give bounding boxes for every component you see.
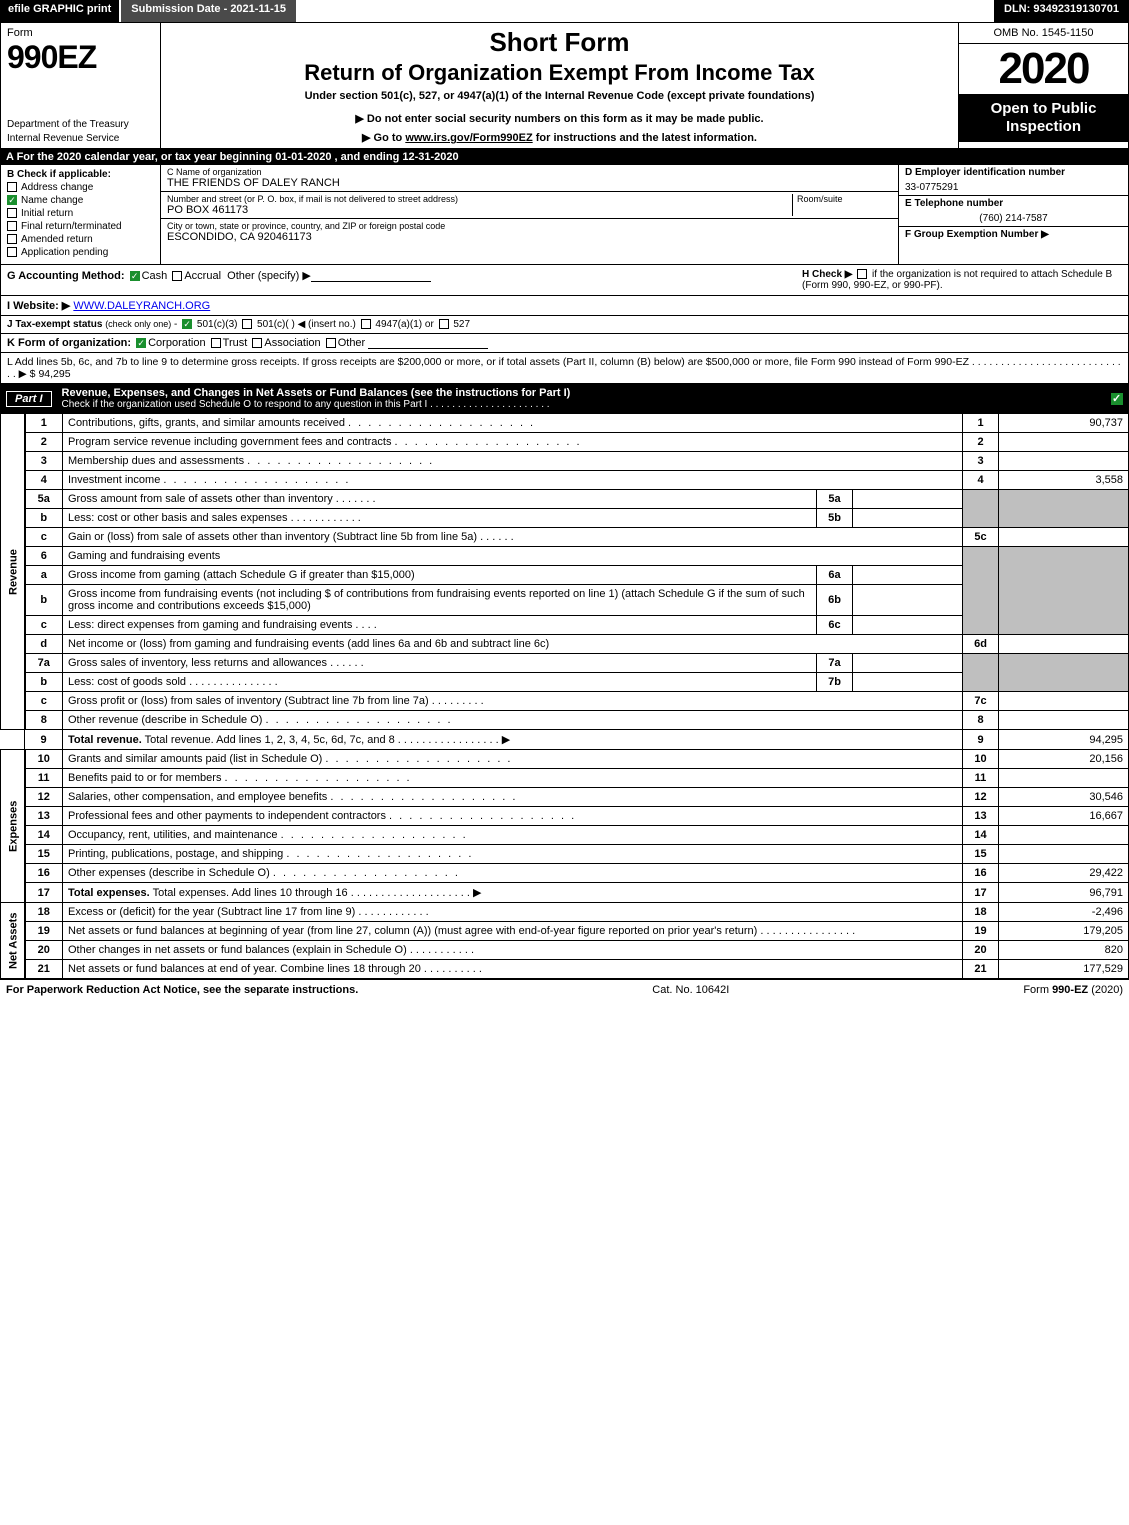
- e-tel-label: E Telephone number: [905, 198, 1003, 209]
- i-label: I Website: ▶: [7, 300, 70, 312]
- other-org-checkbox[interactable]: [326, 338, 336, 348]
- short-form-title: Short Form: [169, 27, 950, 58]
- part-1-bar: Part I Revenue, Expenses, and Changes in…: [0, 384, 1129, 413]
- irs-label: Internal Revenue Service: [7, 133, 119, 144]
- room-suite-label: Room/suite: [792, 194, 892, 216]
- part1-schedule-o-checkbox[interactable]: [1111, 393, 1123, 405]
- other-label: Other (specify) ▶: [227, 270, 311, 282]
- final-return-checkbox[interactable]: [7, 221, 17, 231]
- open-to-public: Open to Public Inspection: [959, 94, 1128, 142]
- accrual-label: Accrual: [184, 270, 221, 282]
- part-title: Revenue, Expenses, and Changes in Net As…: [62, 387, 571, 399]
- row-k: K Form of organization: Corporation Trus…: [0, 334, 1129, 353]
- row-g-h: G Accounting Method: Cash Accrual Other …: [0, 265, 1129, 296]
- form-label: Form: [7, 27, 154, 39]
- corp-checkbox[interactable]: [136, 338, 146, 348]
- cat-no: Cat. No. 10642I: [358, 984, 1023, 996]
- line-20-value: 820: [999, 941, 1129, 960]
- g-label: G Accounting Method:: [7, 270, 125, 282]
- trust-checkbox[interactable]: [211, 338, 221, 348]
- form-header: Form 990EZ Department of the Treasury In…: [0, 22, 1129, 149]
- department: Department of the Treasury: [7, 119, 129, 130]
- website-link[interactable]: WWW.DALEYRANCH.ORG: [73, 300, 210, 312]
- netassets-side-label: Net Assets: [1, 903, 25, 979]
- c-city-label: City or town, state or province, country…: [167, 221, 892, 231]
- line-9-value: 94,295: [999, 730, 1129, 750]
- name-change-checkbox[interactable]: [7, 195, 17, 205]
- amended-return-label: Amended return: [21, 234, 93, 245]
- k-label: K Form of organization:: [7, 337, 131, 349]
- efile-print-button[interactable]: efile GRAPHIC print: [0, 0, 121, 22]
- paperwork-notice: For Paperwork Reduction Act Notice, see …: [6, 984, 358, 996]
- cash-label: Cash: [142, 270, 168, 282]
- org-city: ESCONDIDO, CA 920461173: [167, 231, 892, 243]
- line-10-value: 20,156: [999, 750, 1129, 769]
- part-label: Part I: [6, 391, 52, 407]
- line-12-value: 30,546: [999, 788, 1129, 807]
- part-sub: Check if the organization used Schedule …: [62, 399, 571, 410]
- ein-value: 33-0775291: [899, 180, 1128, 196]
- expenses-side-label: Expenses: [1, 750, 25, 903]
- page-footer: For Paperwork Reduction Act Notice, see …: [0, 979, 1129, 1000]
- tel-value: (760) 214-7587: [899, 211, 1128, 227]
- row-l: L Add lines 5b, 6c, and 7b to line 9 to …: [0, 353, 1129, 384]
- revenue-side-label: Revenue: [1, 414, 25, 730]
- dln: DLN: 93492319130701: [994, 0, 1129, 22]
- assoc-checkbox[interactable]: [252, 338, 262, 348]
- initial-return-label: Initial return: [21, 208, 73, 219]
- org-address: PO BOX 461173: [167, 204, 792, 216]
- c-addr-label: Number and street (or P. O. box, if mail…: [167, 194, 792, 204]
- f-group-label: F Group Exemption Number ▶: [905, 229, 1049, 240]
- line-num: 1: [25, 414, 63, 433]
- submission-date: Submission Date - 2021-11-15: [121, 0, 296, 22]
- cash-checkbox[interactable]: [130, 271, 140, 281]
- tax-year: 2020: [959, 44, 1128, 94]
- form-number: 990EZ: [7, 39, 154, 76]
- under-section: Under section 501(c), 527, or 4947(a)(1)…: [169, 90, 950, 102]
- main-table: Revenue 1 Contributions, gifts, grants, …: [0, 413, 1129, 979]
- final-return-label: Final return/terminated: [21, 221, 122, 232]
- name-change-label: Name change: [21, 195, 83, 206]
- l-amount: 94,295: [38, 368, 70, 380]
- goto-line: ▶ Go to www.irs.gov/Form990EZ for instru…: [169, 131, 950, 144]
- line-17-value: 96,791: [999, 883, 1129, 903]
- omb-number: OMB No. 1545-1150: [959, 23, 1128, 44]
- line-1-value: 90,737: [999, 414, 1129, 433]
- org-name: THE FRIENDS OF DALEY RANCH: [167, 177, 892, 189]
- 527-checkbox[interactable]: [439, 319, 449, 329]
- 501c3-checkbox[interactable]: [182, 319, 192, 329]
- application-pending-label: Application pending: [21, 247, 108, 258]
- row-j: J Tax-exempt status (check only one) - 5…: [0, 316, 1129, 334]
- line-18-value: -2,496: [999, 903, 1129, 922]
- line-19-value: 179,205: [999, 922, 1129, 941]
- ssn-warning: ▶ Do not enter social security numbers o…: [169, 112, 950, 125]
- accrual-checkbox[interactable]: [172, 271, 182, 281]
- h-label: H Check ▶: [802, 269, 852, 280]
- b-title: B Check if applicable:: [7, 169, 154, 180]
- initial-return-checkbox[interactable]: [7, 208, 17, 218]
- row-i: I Website: ▶ WWW.DALEYRANCH.ORG: [0, 296, 1129, 316]
- line-4-value: 3,558: [999, 471, 1129, 490]
- line-21-value: 177,529: [999, 960, 1129, 979]
- 4947-checkbox[interactable]: [361, 319, 371, 329]
- 501c-checkbox[interactable]: [242, 319, 252, 329]
- line-a: A For the 2020 calendar year, or tax yea…: [0, 149, 1129, 165]
- top-bar: efile GRAPHIC print Submission Date - 20…: [0, 0, 1129, 22]
- form-ref: Form 990-EZ (2020): [1023, 984, 1123, 996]
- return-title: Return of Organization Exempt From Incom…: [169, 60, 950, 86]
- line-13-value: 16,667: [999, 807, 1129, 826]
- block-b-through-f: B Check if applicable: Address change Na…: [0, 165, 1129, 265]
- amended-return-checkbox[interactable]: [7, 234, 17, 244]
- c-name-label: C Name of organization: [167, 167, 892, 177]
- line-16-value: 29,422: [999, 864, 1129, 883]
- address-change-label: Address change: [21, 182, 93, 193]
- application-pending-checkbox[interactable]: [7, 247, 17, 257]
- d-ein-label: D Employer identification number: [905, 167, 1065, 178]
- goto-link[interactable]: www.irs.gov/Form990EZ: [405, 132, 532, 144]
- address-change-checkbox[interactable]: [7, 182, 17, 192]
- h-checkbox[interactable]: [857, 269, 867, 279]
